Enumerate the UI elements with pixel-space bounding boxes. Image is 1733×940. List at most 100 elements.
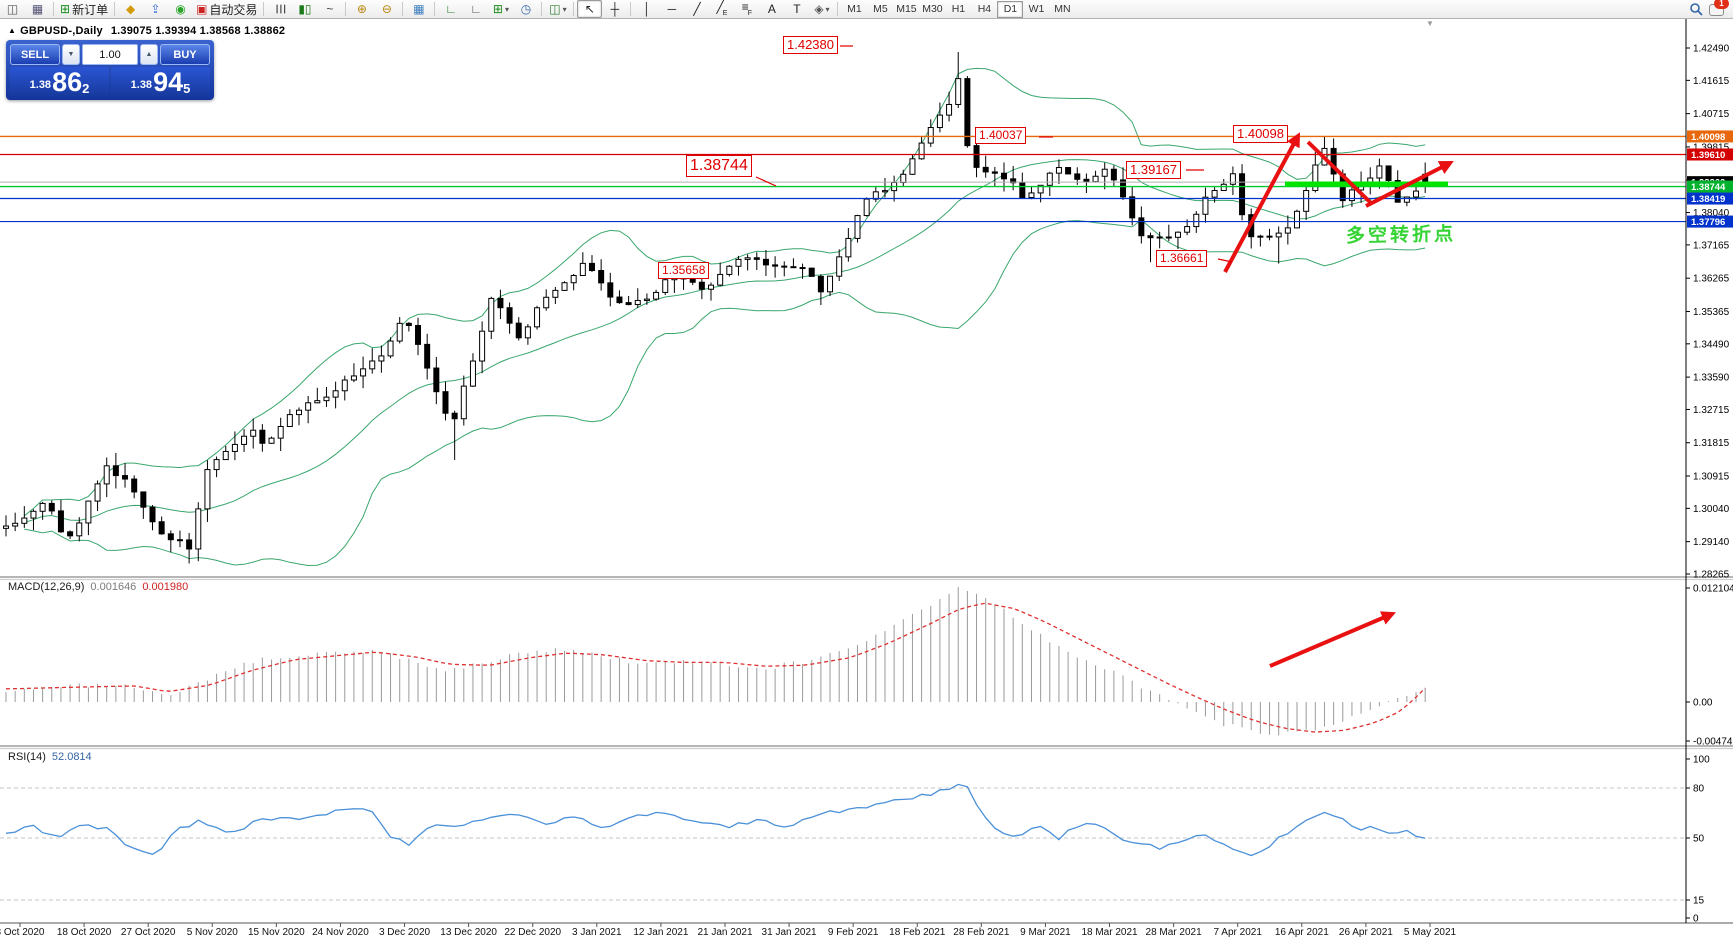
one-click-trade-panel: SELL ▼ 1.00 ▲ BUY 1.38 86 2 1.38 94 5 [6,40,214,100]
svg-text:1.36265: 1.36265 [1693,274,1730,285]
volume-decrease-button[interactable]: ▼ [62,44,80,65]
volume-increase-button[interactable]: ▲ [140,44,158,65]
tile-windows-icon[interactable]: ▦ [413,2,425,16]
candles [3,52,1429,564]
toolbar-separator [630,2,632,16]
buy-price[interactable]: 1.38 94 5 [111,67,210,96]
date-tick-label: 18 Feb 2021 [889,927,946,938]
toolbar: ◫ ▦ ⊞ 新订单 ◆ ⇪ ◉ ▣ 自动交易 ☰ ▮▯ ~ ⊕ ⊖ ▦ ∟ ∟ ⊞ ▾ ◷ ◫ ▾ ↖ ┼ │ ─ ╱ ╱E ≡F A T ◈… [0,0,1733,19]
indicator-window-icon[interactable]: ∟ [470,2,482,16]
rsi-line [5,783,1426,857]
price-annotation-label[interactable]: 1.42380 [783,36,838,55]
symbol-period-label: GBPUSD-,Daily [20,25,103,37]
toolbar-separator [53,2,54,16]
buy-button[interactable]: BUY [160,44,210,65]
date-tick-label: 5 May 2021 [1403,927,1457,938]
horizontal-levels[interactable] [0,135,1686,223]
date-tick-label: 28 Mar 2021 [1145,927,1202,938]
price-annotation-label[interactable]: 1.40037 [975,127,1027,144]
svg-text:1.30040: 1.30040 [1693,504,1730,515]
text-icon[interactable]: A [767,2,776,16]
equidistant-channel-icon[interactable]: ╱E [716,0,728,17]
zoom-in-icon[interactable]: ⊕ [356,2,367,16]
timeframe-D1[interactable]: D1 [997,0,1024,18]
svg-text:1.40715: 1.40715 [1693,109,1730,120]
timeframe-MN[interactable]: MN [1054,3,1071,15]
svg-text:1.40098: 1.40098 [1691,132,1725,143]
candle-chart-type-icon[interactable]: ▮▯ [298,2,312,16]
timeframe-M15[interactable]: M15 [896,3,917,15]
date-tick-label: 3 Jan 2021 [572,927,622,938]
seal-icon[interactable]: ◆ [125,2,136,16]
new-order-button[interactable]: ⊞ 新订单 [60,2,109,17]
price-axis[interactable]: 1.424901.416151.407151.398151.389151.380… [1686,44,1733,581]
signal-icon[interactable]: ◉ [175,2,186,16]
timeframe-W1[interactable]: W1 [1028,3,1045,15]
indicators-icon[interactable]: ∟ [445,2,457,16]
rsi-axis[interactable]: 100 80 50 15 0 [1686,755,1710,925]
crosshair-icon[interactable]: ┼ [610,2,620,16]
price-annotation-label[interactable]: 1.40098 [1233,125,1288,144]
price-annotation-label[interactable]: 1.38744 [686,155,752,177]
template-icon[interactable]: ◫ ▾ [549,2,567,16]
autoscroll-clock-icon[interactable]: ◷ [520,2,532,16]
date-tick-label: 27 Oct 2020 [120,927,176,938]
collapse-triangle-icon[interactable]: ▲ [8,26,17,35]
cursor-icon[interactable]: ↖ [577,0,603,18]
price-annotation-label[interactable]: 1.36661 [1156,250,1208,267]
svg-text:1.38419: 1.38419 [1691,194,1725,205]
arrows-icon[interactable]: ◈ ▾ [814,2,830,16]
horizontal-line-icon[interactable]: ─ [667,2,677,16]
toolbar-separator [114,2,116,16]
profiles-icon[interactable]: ▦ [31,2,44,16]
toolbar-separator [263,2,265,16]
macd-trend-arrow[interactable] [1269,611,1396,668]
trend-arrow-3[interactable] [1365,161,1454,208]
svg-text:0.00: 0.00 [1693,698,1713,709]
zoom-out-icon[interactable]: ⊖ [381,2,392,16]
vertical-line-icon[interactable]: │ [643,2,651,16]
price-badge [1687,130,1733,143]
text-label-icon[interactable]: T [793,2,801,16]
timeframe-M1[interactable]: M1 [847,3,862,15]
date-tick-label: 18 Oct 2020 [56,927,112,938]
trend-arrow-2[interactable] [1306,140,1374,206]
bar-chart-type-icon[interactable]: ☰ [272,3,287,15]
date-tick-label: 9 Mar 2021 [1020,927,1071,938]
price-annotation-label[interactable]: 1.39167 [1126,161,1181,180]
toolbar-separator [573,2,575,16]
trendline-icon[interactable]: ╱ [693,2,701,16]
fibonacci-icon[interactable]: ≡F [741,0,753,17]
green-highlight-band[interactable] [1285,181,1448,187]
timeframe-H1[interactable]: H1 [951,3,966,15]
price-badge [1687,215,1733,228]
cn-annotation-text[interactable]: 多空转折点 [1345,224,1457,247]
sell-price[interactable]: 1.38 86 2 [10,67,109,96]
timeframe-H4[interactable]: H4 [977,3,992,15]
toolbar-separator [402,2,404,16]
trend-arrow-1[interactable] [1223,132,1301,273]
svg-text:1.32715: 1.32715 [1693,405,1730,416]
line-chart-type-icon[interactable]: ~ [326,2,334,16]
volume-input[interactable]: 1.00 [82,44,138,65]
svg-text:1.37796: 1.37796 [1691,217,1725,228]
timeframe-M30[interactable]: M30 [922,3,943,15]
chart-shift-marker[interactable]: ▼ [1426,19,1434,28]
sell-button[interactable]: SELL [10,44,60,65]
search-icon[interactable] [1689,2,1703,16]
timeframe-M5[interactable]: M5 [873,3,888,15]
notifications-icon[interactable]: 1 [1709,0,1729,16]
price-annotation-label[interactable]: 1.35658 [658,262,710,279]
rsi-label: RSI(14) 52.0814 [8,751,92,763]
date-tick-label: 5 Nov 2020 [186,927,238,938]
svg-text:1.42490: 1.42490 [1693,44,1730,55]
publish-icon[interactable]: ⇪ [150,2,161,16]
svg-text:1.38744: 1.38744 [1691,182,1726,193]
ohlc-values: 1.39075 1.39394 1.38568 1.38862 [110,25,286,37]
add-indicator-icon[interactable]: ⊞ ▾ [492,2,509,16]
svg-text:50: 50 [1693,834,1705,845]
new-chart-icon[interactable]: ◫ [6,2,19,16]
svg-text:1.38040: 1.38040 [1693,208,1730,219]
macd-axis[interactable]: 0.012104 0.00 -0.004746 [1686,584,1733,748]
autotrading-button[interactable]: ▣ 自动交易 [196,2,258,17]
